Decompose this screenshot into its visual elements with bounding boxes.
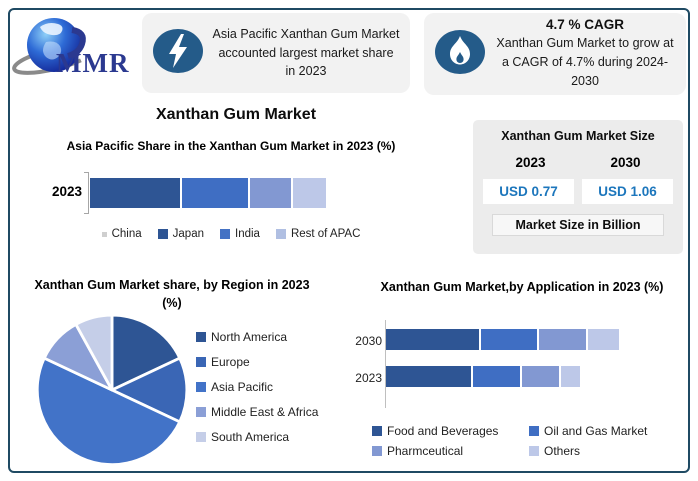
application-stacked-bar-2023 <box>386 366 619 387</box>
bar-segment-pharmceutical <box>521 366 561 387</box>
legend-swatch <box>220 229 230 239</box>
legend-swatch <box>101 231 107 237</box>
legend-item-north-america: North America <box>196 330 340 344</box>
legend-label: Food and Beverages <box>387 424 499 438</box>
legend-swatch <box>372 426 382 436</box>
highlight-card-cagr: 4.7 % CAGR Xanthan Gum Market to grow at… <box>424 13 686 95</box>
flame-icon <box>434 29 486 80</box>
bar-segment-rest-of-apac <box>292 178 326 208</box>
legend-item-others: Others <box>529 444 678 458</box>
market-size-year-2030: 2030 <box>610 155 641 170</box>
bar-segment-india <box>250 178 293 208</box>
legend-item-pharmceutical: Pharmceutical <box>372 444 521 458</box>
highlight-card-market-share: Asia Pacific Xanthan Gum Market accounte… <box>142 13 410 93</box>
legend-label: Middle East & Africa <box>211 405 319 419</box>
legend-label: Oil and Gas Market <box>544 424 648 438</box>
legend-item-japan: Japan <box>157 228 204 240</box>
legend-item-oil-and-gas-market: Oil and Gas Market <box>529 424 678 438</box>
region-pie-chart <box>35 313 189 466</box>
bar-segment-others <box>560 366 581 387</box>
bar-segment-food-and-beverages <box>386 366 474 387</box>
legend-swatch <box>275 229 286 239</box>
legend-label: China <box>111 228 142 240</box>
legend-item-south-america: South America <box>196 430 340 444</box>
bar-segment-oil-and-gas-market <box>473 366 522 387</box>
legend-swatch <box>196 332 206 342</box>
legend-item-india: India <box>220 228 260 240</box>
bar-segment-food-and-beverages <box>386 329 482 350</box>
legend-swatch <box>157 229 168 239</box>
legend-label: Europe <box>211 355 250 369</box>
market-size-title: Xanthan Gum Market Size <box>501 129 655 143</box>
bar-segment-oil-and-gas-market <box>481 329 540 350</box>
legend-item-middle-east-africa: Middle East & Africa <box>196 405 340 419</box>
pie-slice-asia-pacific <box>35 356 182 466</box>
cagr-highlight-text: Xanthan Gum Market to grow at a CAGR of … <box>496 36 674 88</box>
market-size-panel: Xanthan Gum Market Size 2023 2030 USD 0.… <box>473 120 683 254</box>
legend-label: Others <box>544 444 581 458</box>
logo-text: MMR <box>56 48 130 78</box>
application-stacked-bar-2030 <box>386 329 619 350</box>
legend-label: India <box>235 228 260 240</box>
legend-swatch <box>196 407 206 417</box>
legend-swatch <box>196 357 206 367</box>
apac-share-axis <box>84 172 89 214</box>
market-share-highlight-text: Asia Pacific Xanthan Gum Market accounte… <box>212 26 400 79</box>
bar-segment-japan <box>182 178 251 208</box>
legend-label: Japan <box>172 228 204 240</box>
market-size-value-2023: USD 0.77 <box>483 179 574 204</box>
apac-share-category-label: 2023 <box>51 184 82 199</box>
region-pie-title: Xanthan Gum Market share, by Region in 2… <box>34 278 310 311</box>
apac-share-chart-title: Asia Pacific Share in the Xanthan Gum Ma… <box>66 139 396 153</box>
application-chart-axis <box>385 320 386 408</box>
legend-swatch <box>529 446 539 456</box>
application-chart-title: Xanthan Gum Market,by Application in 202… <box>380 280 664 294</box>
application-category-2030: 2030 <box>355 334 382 348</box>
application-legend: Food and Beverages Oil and Gas Market Phar… <box>372 424 678 458</box>
legend-item-rest-of-apac: Rest of APAC <box>275 228 361 240</box>
legend-item-china: China <box>101 228 142 240</box>
page-title: Xanthan Gum Market <box>155 106 317 123</box>
legend-label: South America <box>211 430 290 444</box>
market-size-year-2023: 2023 <box>515 155 546 170</box>
mmr-logo: MMR <box>12 12 142 88</box>
lightning-icon <box>152 28 204 79</box>
legend-swatch <box>196 382 206 392</box>
legend-label: Asia Pacific <box>211 380 274 394</box>
legend-swatch <box>372 446 382 456</box>
bar-segment-china <box>90 178 183 208</box>
market-size-value-2030: USD 1.06 <box>582 179 673 204</box>
legend-item-asia-pacific: Asia Pacific <box>196 380 340 394</box>
legend-label: North America <box>211 330 288 344</box>
legend-item-food-and-beverages: Food and Beverages <box>372 424 521 438</box>
apac-share-stacked-bar <box>90 178 326 208</box>
legend-item-europe: Europe <box>196 355 340 369</box>
globe-icon <box>12 18 96 75</box>
pie-slice-north-america <box>110 313 182 392</box>
legend-swatch <box>529 426 539 436</box>
market-size-unit-note: Market Size in Billion <box>492 214 664 236</box>
bar-segment-pharmceutical <box>539 329 588 350</box>
application-category-2023: 2023 <box>355 371 382 385</box>
pie-slice-south-america <box>74 313 114 392</box>
bar-segment-others <box>587 329 619 350</box>
pie-slice-europe <box>110 356 189 424</box>
legend-label: Pharmceutical <box>387 444 464 458</box>
legend-swatch <box>196 432 206 442</box>
apac-share-legend: China Japan India Rest of APAC <box>36 228 426 240</box>
legend-label: Rest of APAC <box>290 228 361 240</box>
cagr-value: 4.7 % CAGR <box>545 17 625 33</box>
region-pie-legend: North America Europe Asia Pacific Middle Ea… <box>196 330 340 444</box>
